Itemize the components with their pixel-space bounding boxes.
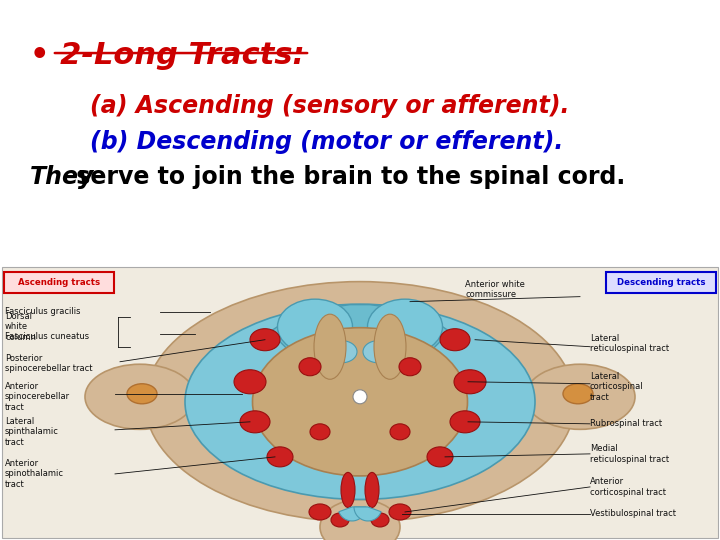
Ellipse shape — [327, 341, 357, 363]
Ellipse shape — [341, 472, 355, 508]
Ellipse shape — [367, 299, 443, 354]
Text: serve to join the brain to the spinal cord.: serve to join the brain to the spinal co… — [68, 165, 625, 189]
Text: Rubrospinal tract: Rubrospinal tract — [590, 420, 662, 428]
Ellipse shape — [363, 341, 393, 363]
Text: Descending tracts: Descending tracts — [617, 278, 706, 287]
Ellipse shape — [299, 357, 321, 376]
Ellipse shape — [145, 282, 575, 522]
Ellipse shape — [427, 447, 453, 467]
Ellipse shape — [390, 424, 410, 440]
Ellipse shape — [310, 424, 330, 440]
Ellipse shape — [185, 304, 535, 500]
Ellipse shape — [250, 329, 280, 350]
Ellipse shape — [525, 364, 635, 429]
Text: Lateral
corticospinal
tract: Lateral corticospinal tract — [590, 372, 644, 402]
Text: Anterior
spinocerebellar
tract: Anterior spinocerebellar tract — [5, 382, 70, 411]
Wedge shape — [354, 507, 381, 521]
FancyBboxPatch shape — [2, 267, 718, 538]
Text: Anterior
spinothalamic
tract: Anterior spinothalamic tract — [5, 459, 64, 489]
Ellipse shape — [320, 500, 400, 540]
Ellipse shape — [277, 299, 353, 354]
Text: Anterior
corticospinal tract: Anterior corticospinal tract — [590, 477, 666, 497]
Ellipse shape — [389, 504, 411, 520]
Text: Vestibulospinal tract: Vestibulospinal tract — [590, 509, 676, 518]
Text: (a) Ascending (sensory or afferent).: (a) Ascending (sensory or afferent). — [90, 94, 570, 118]
Ellipse shape — [314, 314, 346, 379]
Polygon shape — [270, 305, 450, 352]
Ellipse shape — [454, 370, 486, 394]
Text: Anterior white
commissure: Anterior white commissure — [465, 280, 525, 299]
FancyBboxPatch shape — [332, 329, 388, 420]
Text: Lateral
spinthalamic
tract: Lateral spinthalamic tract — [5, 417, 59, 447]
Text: (b) Descending (motor or efferent).: (b) Descending (motor or efferent). — [90, 130, 563, 153]
Ellipse shape — [450, 411, 480, 433]
Ellipse shape — [374, 314, 406, 379]
Ellipse shape — [365, 472, 379, 508]
Text: Posterior
spinocerebellar tract: Posterior spinocerebellar tract — [5, 354, 92, 374]
Ellipse shape — [309, 504, 331, 520]
Text: They: They — [30, 165, 94, 189]
Ellipse shape — [371, 513, 389, 527]
Wedge shape — [339, 507, 366, 521]
Text: Fasciculus gracilis: Fasciculus gracilis — [5, 307, 81, 316]
Text: • 2-Long Tracts:: • 2-Long Tracts: — [30, 41, 305, 70]
Ellipse shape — [85, 364, 195, 429]
Ellipse shape — [240, 411, 270, 433]
Text: Dorsal
white
column: Dorsal white column — [5, 312, 36, 342]
Ellipse shape — [440, 329, 470, 350]
Ellipse shape — [331, 513, 349, 527]
Ellipse shape — [234, 370, 266, 394]
Ellipse shape — [127, 384, 157, 404]
Text: Lateral
reticulospinal tract: Lateral reticulospinal tract — [590, 334, 669, 353]
FancyBboxPatch shape — [4, 272, 114, 293]
Ellipse shape — [399, 357, 421, 376]
Ellipse shape — [563, 384, 593, 404]
Text: Ascending tracts: Ascending tracts — [18, 278, 100, 287]
Ellipse shape — [253, 328, 467, 476]
Circle shape — [353, 390, 367, 404]
Text: Medial
reticulospinal tract: Medial reticulospinal tract — [590, 444, 669, 463]
Ellipse shape — [267, 447, 293, 467]
Text: Fasciculus cuneatus: Fasciculus cuneatus — [5, 332, 89, 341]
FancyBboxPatch shape — [606, 272, 716, 293]
